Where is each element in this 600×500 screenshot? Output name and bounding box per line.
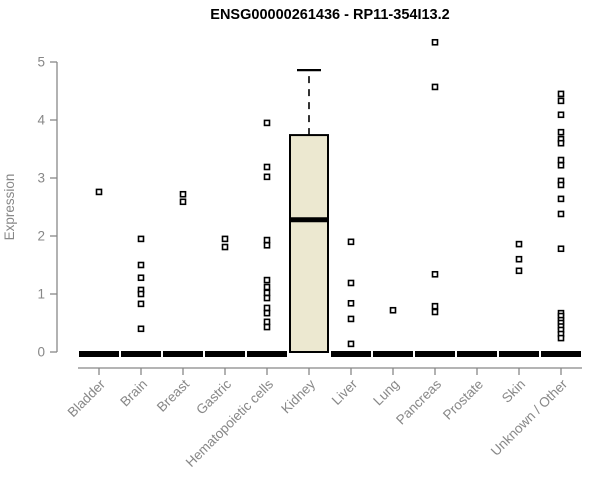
outlier-point: [263, 173, 271, 181]
outlier-point: [263, 289, 271, 297]
outlier-point: [221, 235, 229, 243]
outlier-point: [431, 308, 439, 316]
category-label: Gastric: [193, 376, 234, 417]
outlier-point: [557, 139, 565, 147]
outlier-point: [347, 315, 355, 323]
outlier-point: [431, 270, 439, 278]
outlier-point: [557, 195, 565, 203]
outlier-point: [389, 306, 397, 314]
outlier-point: [263, 283, 271, 291]
category-label: Liver: [329, 376, 361, 408]
category-label: Lung: [370, 377, 402, 409]
outlier-point: [515, 255, 523, 263]
outlier-point: [137, 325, 145, 333]
y-tick-label: 1: [37, 287, 45, 302]
zero-median-bar: [163, 351, 203, 357]
outlier-point: [557, 161, 565, 169]
outlier-point: [263, 163, 271, 171]
category-label: Unknown / Other: [488, 376, 571, 459]
category-label: Kidney: [278, 376, 318, 416]
y-tick-label: 3: [37, 171, 45, 186]
chart-title: ENSG00000261436 - RP11-354I13.2: [210, 7, 449, 23]
outlier-point: [263, 236, 271, 244]
outlier-point: [263, 304, 271, 312]
outlier-point: [557, 156, 565, 164]
outlier-point: [347, 299, 355, 307]
zero-median-bar: [331, 351, 371, 357]
outlier-point: [263, 309, 271, 317]
zero-median-bar: [373, 351, 413, 357]
outlier-point: [137, 274, 145, 282]
outlier-point: [557, 181, 565, 189]
zero-median-bar: [79, 351, 119, 357]
outlier-point: [347, 279, 355, 287]
outlier-point: [179, 198, 187, 206]
outlier-point: [431, 38, 439, 46]
category-label: Bladder: [65, 376, 109, 420]
y-tick-label: 4: [37, 113, 45, 128]
outlier-point: [557, 245, 565, 253]
zero-median-bar: [247, 351, 287, 357]
category-label: Pancreas: [393, 376, 444, 427]
outlier-point: [137, 261, 145, 269]
outlier-point: [179, 190, 187, 198]
outlier-point: [557, 210, 565, 218]
zero-median-bar: [541, 351, 581, 357]
outlier-point: [347, 238, 355, 246]
zero-median-bar: [121, 351, 161, 357]
outlier-point: [557, 97, 565, 105]
outlier-point: [557, 111, 565, 119]
outlier-point: [557, 90, 565, 98]
outlier-point: [137, 235, 145, 243]
outlier-point: [557, 128, 565, 136]
outlier-point: [431, 302, 439, 310]
outlier-point: [431, 83, 439, 91]
outlier-point: [263, 323, 271, 331]
outlier-point: [137, 300, 145, 308]
y-axis-label: Expression: [2, 174, 17, 241]
outlier-point: [263, 276, 271, 284]
outlier-point: [263, 119, 271, 127]
zero-median-bar: [499, 351, 539, 357]
y-tick-label: 0: [37, 345, 45, 360]
outlier-point: [263, 294, 271, 302]
zero-median-bar: [205, 351, 245, 357]
outlier-point: [95, 188, 103, 196]
box: [289, 134, 329, 353]
outlier-point: [515, 267, 523, 275]
outlier-point: [347, 340, 355, 348]
zero-median-bar: [457, 351, 497, 357]
zero-median-bar: [415, 351, 455, 357]
category-label: Breast: [154, 376, 192, 414]
y-tick-label: 5: [37, 55, 45, 70]
outlier-point: [263, 241, 271, 249]
y-tick-label: 2: [37, 229, 45, 244]
outlier-point: [515, 240, 523, 248]
outlier-point: [137, 290, 145, 298]
outlier-point: [263, 318, 271, 326]
outlier-point: [557, 334, 565, 342]
outlier-point: [221, 243, 229, 251]
category-label: Prostate: [440, 377, 486, 423]
category-label: Skin: [499, 377, 528, 406]
category-label: Brain: [117, 377, 150, 410]
